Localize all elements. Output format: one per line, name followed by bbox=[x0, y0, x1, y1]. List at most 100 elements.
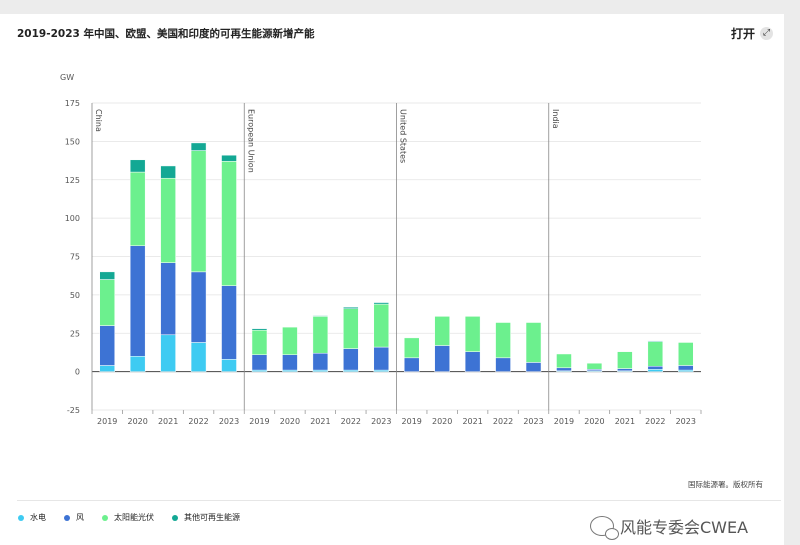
bar-segment bbox=[617, 351, 633, 369]
bar-segment bbox=[312, 315, 329, 317]
bar-segment bbox=[343, 306, 359, 309]
bar-segment bbox=[312, 352, 329, 371]
bar-segment bbox=[99, 271, 115, 280]
x-tick-label: 2019 bbox=[554, 417, 574, 426]
x-tick-label: 2023 bbox=[523, 417, 543, 426]
x-tick-label: 2023 bbox=[371, 417, 391, 426]
bar-segment bbox=[190, 271, 207, 343]
bar-segment bbox=[343, 308, 359, 349]
y-tick-label: 25 bbox=[70, 329, 80, 338]
bar-segment bbox=[586, 362, 603, 370]
bar-segment bbox=[373, 302, 390, 305]
legend-divider bbox=[17, 500, 781, 501]
bar-segment bbox=[190, 150, 207, 273]
bar-segment bbox=[495, 357, 511, 372]
chart-title: 2019-2023 年中国、欧盟、美国和印度的可再生能源新增产能 bbox=[17, 28, 315, 40]
bar-segment bbox=[434, 345, 450, 372]
x-tick-label: 2019 bbox=[97, 417, 117, 426]
bar-segment bbox=[556, 367, 572, 372]
bar-segment bbox=[129, 356, 146, 372]
bar-segment bbox=[251, 354, 268, 371]
x-tick-label: 2020 bbox=[432, 417, 452, 426]
bar-segment bbox=[99, 279, 115, 326]
x-tick-label: 2021 bbox=[158, 417, 178, 426]
bar-segment bbox=[647, 366, 664, 370]
x-tick-label: 2023 bbox=[676, 417, 696, 426]
bar-segment bbox=[190, 142, 207, 151]
bar-segment bbox=[647, 340, 664, 342]
wechat-icon bbox=[590, 516, 619, 540]
y-tick-label: 0 bbox=[75, 368, 80, 377]
group-label: United States bbox=[399, 109, 408, 163]
legend-item[interactable]: 风 bbox=[64, 512, 84, 523]
bar-segment bbox=[99, 365, 115, 372]
bar-segment bbox=[678, 342, 694, 366]
x-tick-label: 2021 bbox=[462, 417, 482, 426]
y-tick-label: 175 bbox=[65, 99, 80, 108]
y-tick-label: 50 bbox=[70, 291, 80, 300]
legend-item[interactable]: 水电 bbox=[18, 512, 46, 523]
bar-segment bbox=[525, 322, 542, 363]
y-tick-label: 125 bbox=[65, 176, 80, 185]
x-tick-label: 2020 bbox=[584, 417, 604, 426]
bar-segment bbox=[343, 348, 359, 371]
x-tick-label: 2021 bbox=[310, 417, 330, 426]
bar-segment bbox=[190, 342, 207, 372]
x-tick-label: 2021 bbox=[615, 417, 635, 426]
y-axis-label: GW bbox=[60, 73, 74, 82]
x-tick-label: 2022 bbox=[645, 417, 665, 426]
legend-item[interactable]: 其他可再生能源 bbox=[172, 512, 240, 523]
watermark-text: 风能专委会CWEA bbox=[620, 518, 749, 537]
x-tick-label: 2022 bbox=[341, 417, 361, 426]
group-label: India bbox=[551, 109, 560, 129]
legend-label: 水电 bbox=[30, 513, 46, 522]
y-tick-label: 100 bbox=[65, 214, 80, 223]
legend-label: 其他可再生能源 bbox=[184, 513, 240, 522]
group-label: China bbox=[94, 109, 103, 132]
bar-segment bbox=[251, 329, 268, 355]
bar-segment bbox=[221, 285, 237, 360]
legend-label: 风 bbox=[76, 513, 84, 522]
bar-segment bbox=[373, 346, 390, 371]
bar-segment bbox=[556, 353, 572, 369]
open-button-label: 打开 bbox=[731, 27, 756, 41]
bar-segment bbox=[525, 362, 542, 372]
legend-item[interactable]: 太阳能光伏 bbox=[102, 512, 154, 523]
bar-segment bbox=[312, 316, 329, 354]
bar-segment bbox=[647, 341, 664, 367]
bar-segment bbox=[373, 303, 390, 348]
bar-segment bbox=[160, 165, 176, 179]
bar-segment bbox=[251, 328, 268, 331]
bar-segment bbox=[403, 337, 420, 359]
bar-segment bbox=[221, 154, 237, 162]
bar-segment bbox=[617, 368, 633, 372]
y-tick-label: 75 bbox=[70, 253, 80, 262]
bar-segment bbox=[221, 161, 237, 286]
x-tick-label: 2020 bbox=[127, 417, 147, 426]
bar-segment bbox=[678, 365, 694, 371]
x-tick-label: 2020 bbox=[280, 417, 300, 426]
y-tick-label: 150 bbox=[65, 137, 80, 146]
group-label: European Union bbox=[246, 109, 255, 173]
bar-segment bbox=[129, 171, 146, 247]
bar-segment bbox=[99, 325, 115, 366]
bar-segment bbox=[129, 245, 146, 357]
x-tick-label: 2022 bbox=[493, 417, 513, 426]
bar-segment bbox=[403, 357, 420, 372]
bar-segment bbox=[464, 351, 481, 372]
x-tick-label: 2022 bbox=[188, 417, 208, 426]
expand-arrows-icon[interactable]: ⤢ bbox=[760, 27, 774, 40]
legend-swatch bbox=[102, 514, 108, 521]
bar-segment bbox=[495, 322, 511, 359]
bar-segment bbox=[647, 369, 664, 372]
y-tick-label: -25 bbox=[67, 406, 80, 415]
open-button[interactable]: 打开 ⤢ bbox=[731, 25, 774, 42]
bar-segment bbox=[160, 334, 176, 372]
bar-segment bbox=[160, 262, 176, 336]
bar-segment bbox=[434, 316, 450, 346]
bar-segment bbox=[160, 177, 176, 263]
x-tick-label: 2023 bbox=[219, 417, 239, 426]
bar-segment bbox=[221, 359, 237, 372]
bar-segment bbox=[464, 316, 481, 352]
